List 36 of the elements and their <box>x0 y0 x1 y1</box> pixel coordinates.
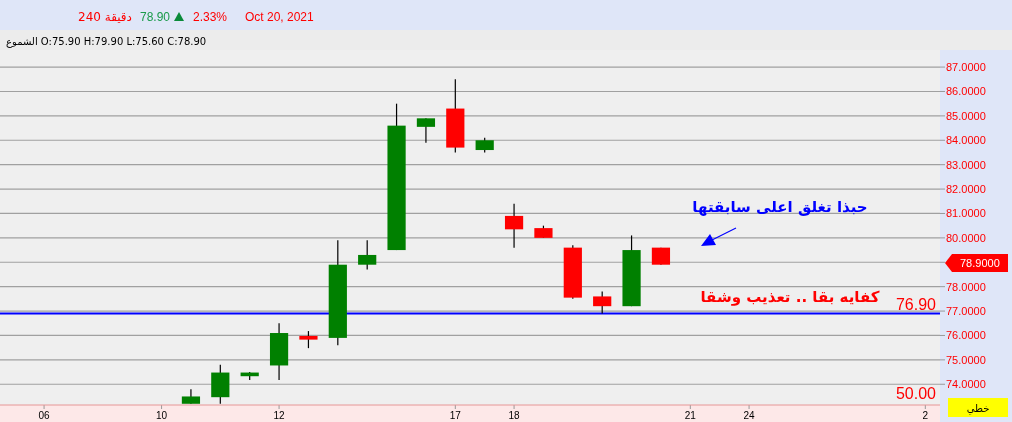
y-tick-label: 83.0000 <box>946 158 986 171</box>
x-tick-label: 17 <box>449 410 462 421</box>
y-tick-label: 74.0000 <box>946 378 986 391</box>
x-tick-label: 18 <box>508 410 521 421</box>
ref-line-label: 76.90 <box>895 295 937 313</box>
annotation: كفايه بقا .. تعذيب وشقا <box>700 288 880 306</box>
y-tick-label: 84.0000 <box>946 134 986 147</box>
y-tick-label: 76.0000 <box>946 329 986 342</box>
text: 78.9000 <box>960 257 1000 269</box>
candlestick <box>358 239 377 271</box>
y-tick-label: 81.0000 <box>946 207 986 220</box>
y-tick-label: 75.0000 <box>946 353 986 366</box>
x-tick-label: 06 <box>38 410 51 421</box>
x-tick-label: 10 <box>156 410 168 421</box>
text: 2.33% <box>193 10 228 24</box>
x-tick-label: 24 <box>743 410 756 421</box>
annotation: حبذا تغلق اعلى سابقتها <box>692 198 868 216</box>
y-tick-label: 80.0000 <box>946 231 986 244</box>
y-tick-label: 82.0000 <box>946 183 986 196</box>
text: خطي <box>966 403 990 415</box>
y-tick-label: 78.0000 <box>946 280 986 293</box>
x-tick-label: 21 <box>684 410 697 421</box>
text: 78.90 <box>140 10 171 24</box>
x-tick-label: 2 <box>922 410 929 421</box>
annotation: 50.00 <box>895 385 937 402</box>
y-tick-label: 86.0000 <box>946 85 986 98</box>
text: 240 دقيقة <box>78 10 132 24</box>
candlestick <box>593 290 612 315</box>
y-tick-label: 85.0000 <box>946 109 986 122</box>
text: Oct 20, 2021 <box>245 10 315 24</box>
x-tick-label: 12 <box>273 410 286 421</box>
candlestick <box>416 117 436 144</box>
candlestick <box>504 203 524 249</box>
y-tick-label: 77.0000 <box>946 305 986 318</box>
chart-subtitle: الشموع O:75.90 H:79.90 L:75.60 C:78.90 <box>6 36 207 48</box>
y-tick-label: 87.0000 <box>946 61 986 74</box>
